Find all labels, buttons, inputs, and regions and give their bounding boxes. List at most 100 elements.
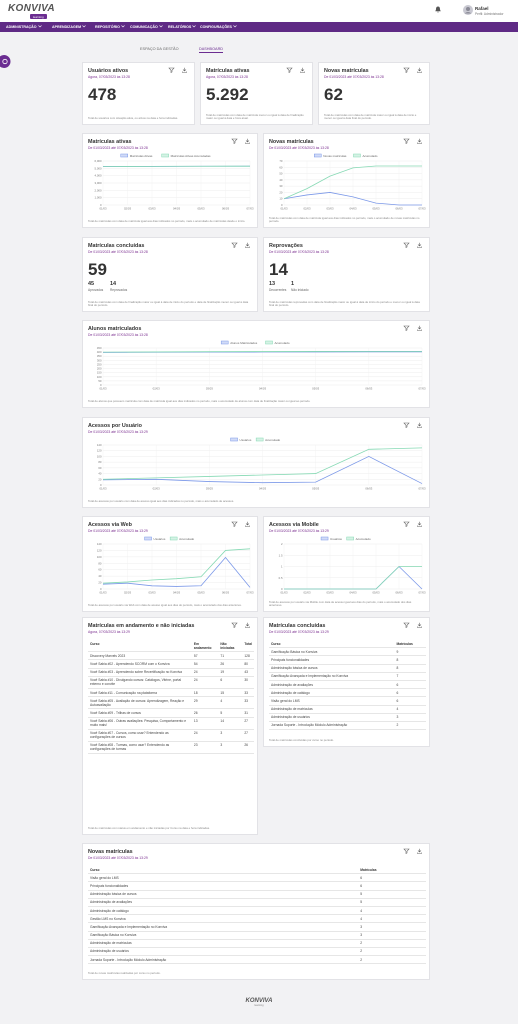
- legend-swatch: [314, 153, 322, 158]
- caret: [82, 25, 86, 28]
- y-tick-label: 2: [281, 542, 283, 546]
- card-subtitle: De 01/03/2023 até 07/03/2023 às 13:28: [88, 333, 148, 337]
- card-actions: [403, 622, 422, 628]
- download-icon[interactable]: [245, 242, 250, 248]
- download-icon[interactable]: [182, 67, 187, 73]
- nav-item[interactable]: APRENDIZAGEM: [52, 25, 86, 29]
- filter-icon[interactable]: [403, 622, 410, 628]
- download-icon[interactable]: [417, 521, 422, 527]
- line-chart: Novas matrículas Acumulado 0 10 20 30 40 50 60 70…: [279, 153, 426, 211]
- avatar[interactable]: [463, 5, 473, 15]
- x-tick-label: 05/03: [373, 207, 380, 211]
- filter-icon[interactable]: [403, 422, 410, 428]
- table-cell: 3: [358, 931, 426, 940]
- x-tick-label: 07/03: [247, 207, 254, 211]
- tab-active[interactable]: DASHBOARD: [199, 47, 224, 53]
- card-note: Total de novas matrículas realizadas por…: [88, 971, 161, 976]
- download-icon[interactable]: [417, 242, 422, 248]
- y-tick-label: 300: [97, 358, 102, 362]
- table-cell: 2: [358, 947, 426, 957]
- y-tick-label: 40: [98, 574, 102, 578]
- table-cell: 128: [242, 651, 254, 661]
- filter-glyph: [403, 422, 410, 428]
- nav-item[interactable]: ADMINISTRAÇÃO: [6, 25, 42, 29]
- download-icon[interactable]: [417, 138, 422, 144]
- table-cell: 6: [394, 688, 426, 698]
- y-tick-label: 80: [98, 460, 102, 464]
- line-chart: Matrículas Ativas Matrículas Ativas Acumu…: [95, 153, 254, 211]
- card-note: Total de matrículas concluídas por curso…: [269, 738, 334, 743]
- table-cell: 13: [191, 717, 219, 730]
- card-note: Total de acessos por usuário com data de…: [88, 499, 234, 504]
- filter-icon[interactable]: [403, 138, 410, 144]
- download-icon[interactable]: [245, 521, 250, 527]
- card: Novas matrículas De 01/03/2023 até 07/03/…: [82, 843, 430, 980]
- column-header: Curso: [269, 640, 395, 649]
- x-tick-label: 01/03: [281, 591, 288, 595]
- logo[interactable]: KONVIVA: [8, 3, 55, 14]
- table-row: Gamificação Avançada e Implementação no …: [269, 672, 426, 681]
- legend-swatch: [265, 340, 273, 345]
- filter-icon[interactable]: [231, 521, 238, 527]
- nav-caret: [192, 25, 197, 28]
- filter-icon[interactable]: [231, 242, 238, 248]
- legend-label: Acumulado: [275, 341, 290, 345]
- filter-icon[interactable]: [231, 622, 238, 628]
- table-cell: 8: [394, 664, 426, 673]
- table-cell: 33: [242, 696, 254, 710]
- side-toggle[interactable]: [0, 55, 13, 68]
- logo-tag: learning: [30, 14, 47, 19]
- filter-icon[interactable]: [403, 67, 410, 73]
- notification-icon[interactable]: [435, 6, 441, 13]
- card: Acessos via Mobile De 01/03/2023 até 07/0…: [263, 516, 430, 612]
- download-icon[interactable]: [417, 422, 422, 428]
- filter-icon[interactable]: [168, 67, 175, 73]
- legend-label: Acumulado: [179, 537, 194, 541]
- card-title: Matrículas ativas: [88, 139, 132, 145]
- download-glyph: [245, 138, 250, 144]
- x-tick-label: 06/03: [365, 387, 372, 391]
- download-icon[interactable]: [417, 622, 422, 628]
- download-glyph: [417, 622, 422, 628]
- y-tick-label: 150: [97, 371, 102, 375]
- filter-icon[interactable]: [231, 138, 238, 144]
- table-cell: 4: [218, 696, 243, 710]
- y-tick-label: 10: [279, 197, 283, 201]
- card-title: Alunos matriculados: [88, 326, 142, 332]
- x-tick-label: 03/03: [149, 591, 156, 595]
- download-icon[interactable]: [245, 622, 250, 628]
- table-cell: Você Sabia #05 - Avaliação de cursos: Ap…: [88, 696, 192, 710]
- nav-item[interactable]: CONFIGURAÇÕES: [200, 25, 237, 29]
- nav-item[interactable]: COMUNICAÇÃO: [130, 25, 163, 29]
- card-title: Reprovações: [269, 243, 303, 249]
- footer-tag: learning: [254, 1004, 264, 1007]
- card-actions: [286, 67, 305, 73]
- y-tick-label: 60: [279, 165, 283, 169]
- table-cell: 2: [358, 939, 426, 948]
- legend-swatch: [144, 536, 152, 541]
- table-row: Discovery Marvels 2023 57 71 128: [88, 651, 254, 661]
- filter-icon[interactable]: [403, 521, 410, 527]
- download-icon[interactable]: [300, 67, 305, 73]
- filter-icon[interactable]: [403, 848, 410, 854]
- card-title: Novas matrículas: [324, 68, 369, 74]
- card-note: Total de matrículas com data de matrícul…: [206, 112, 304, 121]
- card-subtitle: Agora, 07/03/2023 às 13:29: [88, 630, 130, 634]
- table-cell: 26: [191, 708, 219, 718]
- nav-item[interactable]: RELATÓRIOS: [168, 25, 197, 29]
- y-tick-label: 4,000: [95, 174, 102, 178]
- tab[interactable]: ESPAÇO DA GESTÃO: [140, 47, 179, 51]
- card-title: Usuários ativos: [88, 68, 129, 74]
- card-note: Total de matrículas com data de matrícul…: [324, 112, 417, 121]
- download-icon[interactable]: [417, 848, 422, 854]
- table-cell: Jornada Suporte - Introdução Módulo Admi…: [88, 955, 359, 965]
- filter-icon[interactable]: [403, 325, 410, 331]
- download-icon[interactable]: [417, 325, 422, 331]
- filter-glyph: [403, 325, 410, 331]
- filter-icon[interactable]: [286, 67, 293, 73]
- download-icon[interactable]: [417, 67, 422, 73]
- table-cell: 3: [394, 713, 426, 722]
- download-icon[interactable]: [245, 138, 250, 144]
- filter-icon[interactable]: [403, 242, 410, 248]
- nav-item[interactable]: REPOSITÓRIO: [95, 25, 125, 29]
